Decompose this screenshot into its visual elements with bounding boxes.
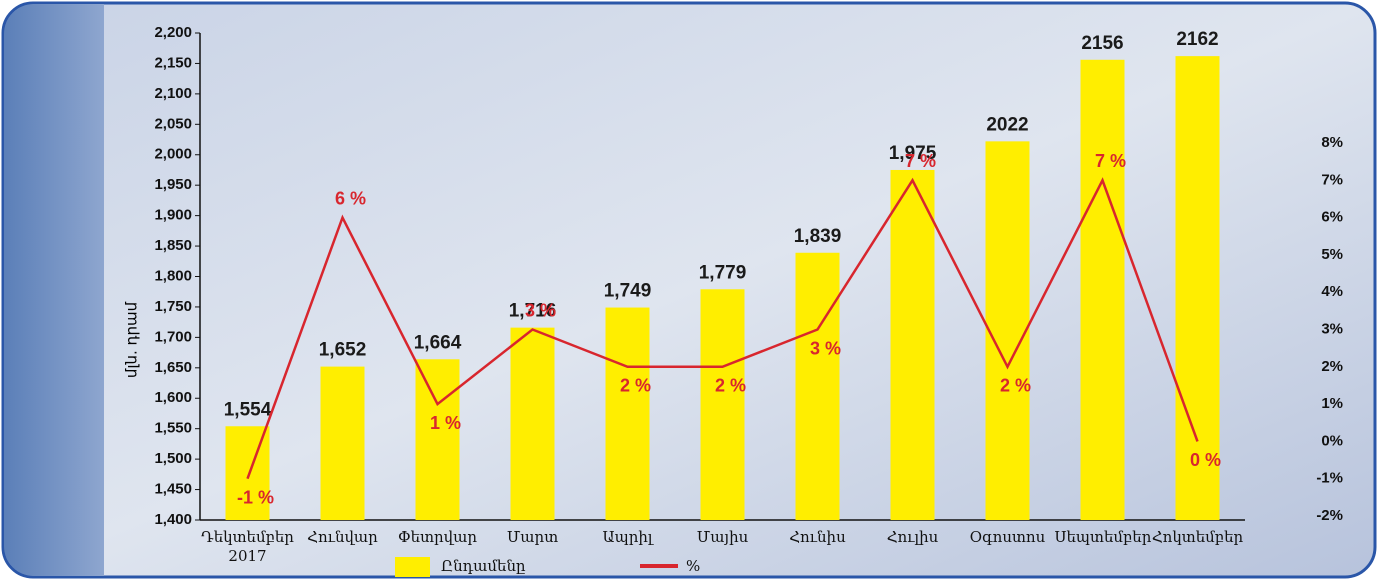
y2-tick-label: 3%	[1321, 320, 1343, 337]
line-value-label: 7 %	[1095, 151, 1126, 171]
bar-value-label: 1,664	[414, 332, 462, 353]
x-tick-label: Մարտ	[506, 528, 559, 546]
x-tick-label: Սեպտեմբեր	[1054, 528, 1152, 546]
y-tick-label: 2,200	[154, 24, 192, 41]
bar-value-label: 1,652	[319, 340, 367, 361]
bar-value-label: 1,749	[604, 281, 652, 302]
y-tick-label: 1,600	[154, 389, 192, 406]
x-tick-label: Օգոստոս	[969, 528, 1046, 546]
bar-value-label: 1,554	[224, 399, 272, 420]
bar	[1080, 59, 1125, 520]
y2-tick-label: 4%	[1321, 283, 1343, 300]
y-tick-label: 1,750	[154, 298, 192, 315]
x-tick-label: Մայիս	[696, 528, 749, 546]
y2-tick-label: 6%	[1321, 209, 1343, 226]
bar-value-label: 1,975	[889, 143, 937, 164]
line-value-label: 0 %	[1190, 450, 1221, 470]
y-tick-label: 2,000	[154, 146, 192, 163]
y-tick-label: 1,950	[154, 176, 192, 193]
y-tick-label: 1,800	[154, 267, 192, 284]
y2-tick-label: 1%	[1321, 395, 1343, 412]
legend-label: %	[686, 557, 700, 575]
legend-label: Ընդամենը	[441, 557, 526, 575]
y2-tick-label: 0%	[1321, 432, 1343, 449]
bar-value-label: 1,839	[794, 226, 842, 247]
y-tick-label: 1,700	[154, 328, 192, 345]
y-tick-label: 1,400	[154, 511, 192, 528]
y-tick-label: 2,050	[154, 115, 192, 132]
bar	[795, 252, 840, 521]
x-tick-label: Դեկտեմբեր 2017	[201, 528, 294, 565]
line-value-label: 2 %	[1000, 376, 1031, 396]
y-tick-label: 2,100	[154, 85, 192, 102]
bar	[320, 366, 365, 520]
x-tick-label: Ապրիլ	[602, 528, 653, 546]
line-value-label: 2 %	[620, 376, 651, 396]
bar	[510, 327, 555, 520]
y-tick-label: 1,900	[154, 207, 192, 224]
bar	[1175, 56, 1220, 520]
bar	[985, 141, 1030, 521]
y2-tick-label: -2%	[1316, 507, 1343, 524]
bar	[605, 307, 650, 520]
line-value-label: -1 %	[237, 487, 274, 507]
y-axis-label: մլն. դրամ	[123, 301, 141, 378]
bar-value-label: 2022	[986, 114, 1028, 135]
line-value-label: 1 %	[430, 413, 461, 433]
bar	[700, 289, 745, 520]
legend-swatch	[395, 557, 430, 577]
x-tick-label: Հոկտեմբեր	[1151, 528, 1244, 546]
y-tick-label: 1,500	[154, 450, 192, 467]
line-value-label: 2 %	[715, 376, 746, 396]
y-tick-label: 1,850	[154, 237, 192, 254]
y2-tick-label: 5%	[1321, 246, 1343, 263]
line-value-label: 3 %	[810, 338, 841, 358]
line-value-label: 3 %	[525, 300, 556, 320]
bar-value-label: 1,779	[699, 262, 747, 283]
y2-tick-label: 8%	[1321, 134, 1343, 151]
line	[246, 177, 1199, 480]
x-tick-label: Փետրվար	[397, 528, 478, 546]
line-value-label: 7 %	[905, 151, 936, 171]
x-tick-label: Հունվար	[307, 528, 378, 546]
bar-value-label: 1,716	[509, 301, 557, 322]
side-strip	[3, 4, 105, 576]
bar-value-label: 2156	[1081, 33, 1123, 54]
x-tick-label: Հուլիս	[886, 528, 939, 546]
y2-tick-label: 7%	[1321, 171, 1343, 188]
bar	[890, 169, 935, 520]
y-tick-label: 1,650	[154, 359, 192, 376]
y2-tick-label: 2%	[1321, 358, 1343, 375]
y-tick-label: 1,450	[154, 481, 192, 498]
bar-value-label: 2162	[1176, 29, 1218, 50]
y2-tick-label: -1%	[1316, 470, 1343, 487]
x-tick-label: Հունիս	[789, 528, 846, 546]
line-value-label: 6 %	[335, 188, 366, 208]
y-tick-label: 1,550	[154, 420, 192, 437]
bar	[415, 359, 460, 520]
y-tick-label: 2,150	[154, 54, 192, 71]
